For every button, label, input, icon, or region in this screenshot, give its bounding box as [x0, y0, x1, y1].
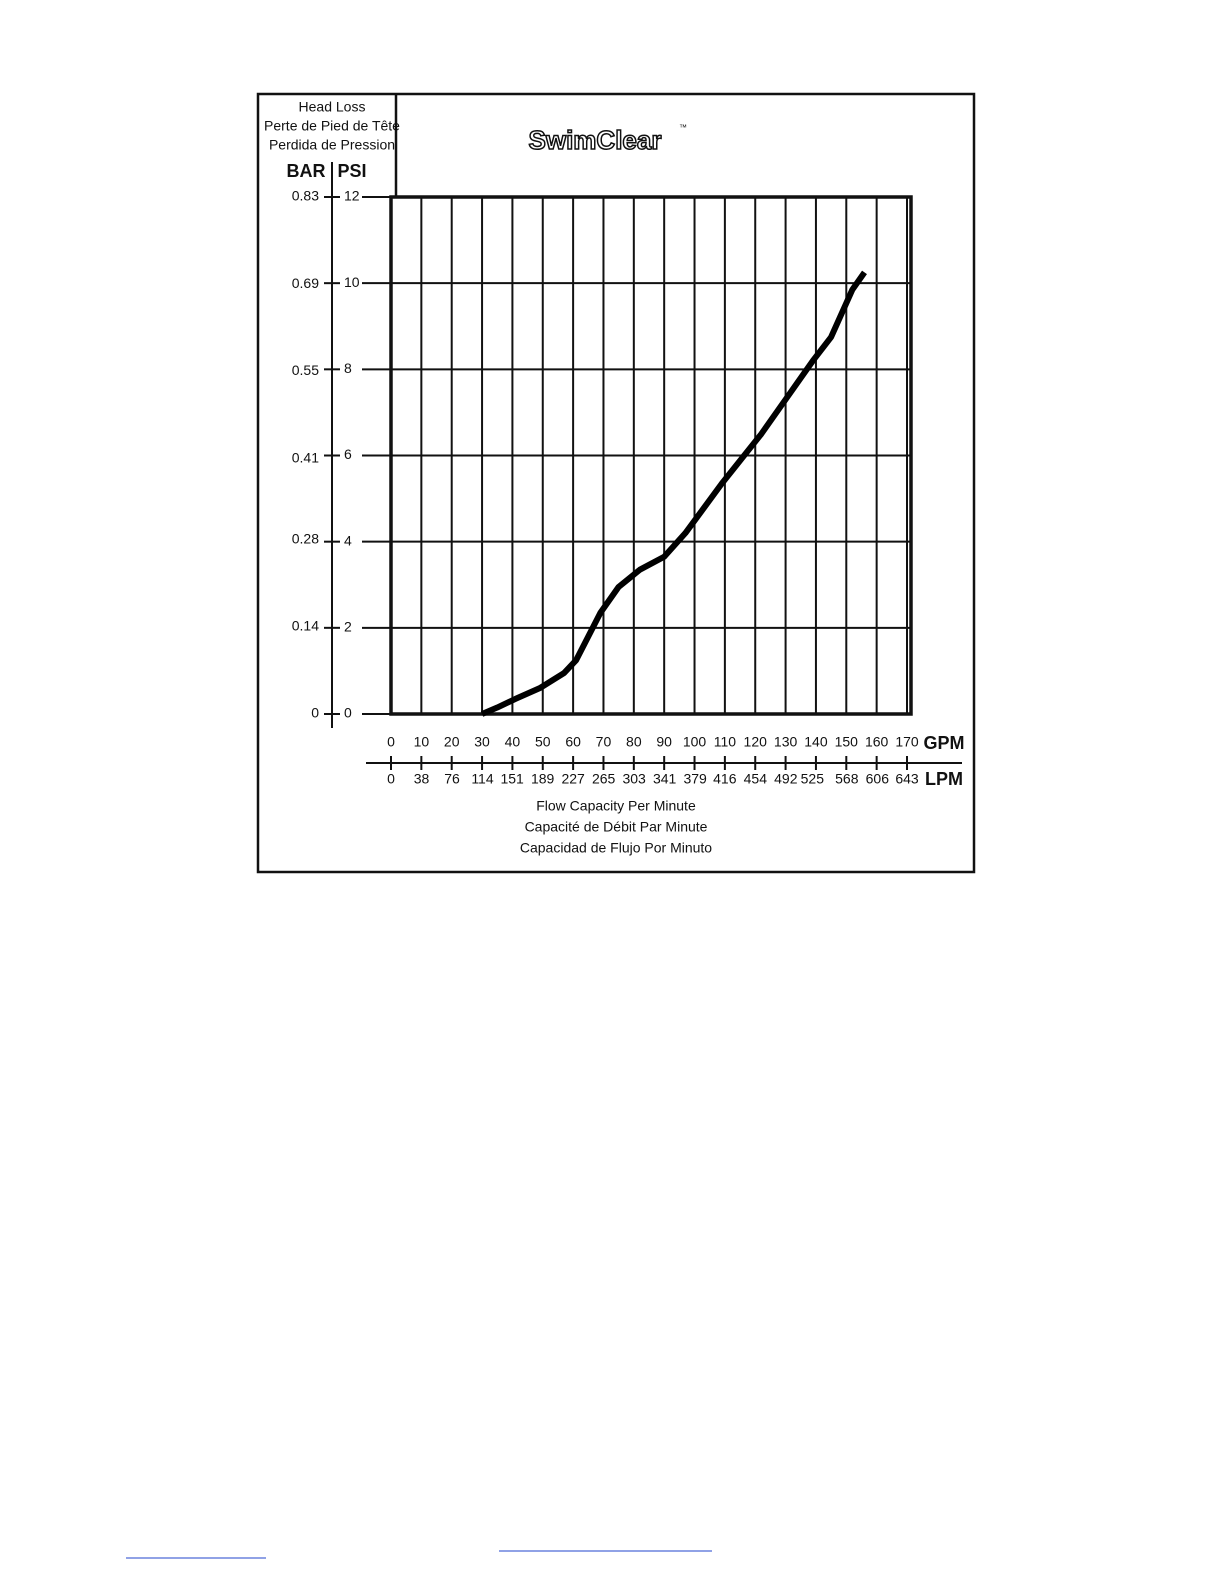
x-tick-label: 70: [596, 734, 612, 750]
x2-tick-label: 151: [500, 771, 524, 787]
x2-tick-label: 114: [471, 771, 494, 787]
y2-tick-label: 0.14: [292, 617, 319, 633]
y-tick-label: 8: [344, 360, 352, 376]
x-tick-label: 140: [804, 734, 828, 750]
x2-tick-label: 38: [414, 771, 430, 787]
x-tick-label: 120: [744, 734, 768, 750]
x2-tick-label: 525: [801, 771, 825, 787]
y2-tick-label: 0.69: [292, 275, 319, 291]
x-tick-label: 30: [474, 734, 490, 750]
x2-tick-label: 303: [622, 771, 646, 787]
y2-tick-label: 0: [311, 705, 319, 721]
x2-tick-label: 189: [531, 771, 555, 787]
y-label: Perte de Pied de Tête: [264, 118, 400, 134]
y2-tick-label: 0.41: [292, 449, 319, 465]
x2-tick-label: 0: [387, 771, 395, 787]
x-tick-label: 100: [683, 734, 707, 750]
y-unit: PSI: [337, 161, 366, 181]
y2-tick-label: 0.83: [292, 188, 319, 204]
trademark: ™: [679, 123, 687, 132]
x2-unit: LPM: [925, 769, 963, 789]
x-label: Capacité de Débit Par Minute: [525, 819, 708, 835]
data-line: [480, 270, 867, 717]
x2-tick-label: 76: [444, 771, 460, 787]
x-tick-label: 80: [626, 734, 642, 750]
y2-tick-label: 0.55: [292, 362, 319, 378]
x-tick-label: 0: [387, 734, 395, 750]
chart-title: SwimClear: [529, 125, 662, 155]
x-tick-label: 160: [865, 734, 889, 750]
x2-tick-label: 492: [774, 771, 798, 787]
x2-tick-label: 416: [713, 771, 737, 787]
x-tick-label: 170: [895, 734, 919, 750]
y-label: Perdida de Pression: [269, 137, 395, 153]
x-tick-label: 20: [444, 734, 460, 750]
x-tick-label: 10: [414, 734, 430, 750]
x-tick-label: 150: [835, 734, 859, 750]
x2-tick-label: 379: [683, 771, 707, 787]
x2-tick-label: 643: [895, 771, 919, 787]
x-label: Flow Capacity Per Minute: [536, 798, 696, 814]
plot-frame: [389, 195, 913, 716]
x2-tick-label: 606: [866, 771, 890, 787]
x2-tick-label: 265: [592, 771, 616, 787]
x-tick-label: 130: [774, 734, 798, 750]
y-tick-label: 2: [344, 619, 352, 635]
x2-tick-label: 454: [744, 771, 768, 787]
y-tick-label: 12: [344, 188, 360, 204]
y-tick-label: 10: [344, 274, 360, 290]
x2-tick-label: 227: [561, 771, 585, 787]
y2-unit: BAR: [287, 161, 326, 181]
x-label: Capacidad de Flujo Por Minuto: [520, 840, 712, 856]
y-tick-label: 0: [344, 705, 352, 721]
x-tick-label: 110: [714, 734, 737, 750]
x2-tick-label: 568: [835, 771, 859, 787]
x-unit: GPM: [923, 733, 964, 753]
y-tick-label: 4: [344, 532, 352, 548]
y-tick-label: 6: [344, 446, 352, 462]
frame: [256, 92, 976, 874]
y-label: Head Loss: [299, 99, 366, 115]
y2-tick-label: 0.28: [292, 530, 319, 546]
x2-tick-label: 341: [653, 771, 677, 787]
x-tick-label: 50: [535, 734, 551, 750]
x-tick-label: 60: [565, 734, 581, 750]
x-tick-label: 40: [505, 734, 521, 750]
x-tick-label: 90: [656, 734, 672, 750]
